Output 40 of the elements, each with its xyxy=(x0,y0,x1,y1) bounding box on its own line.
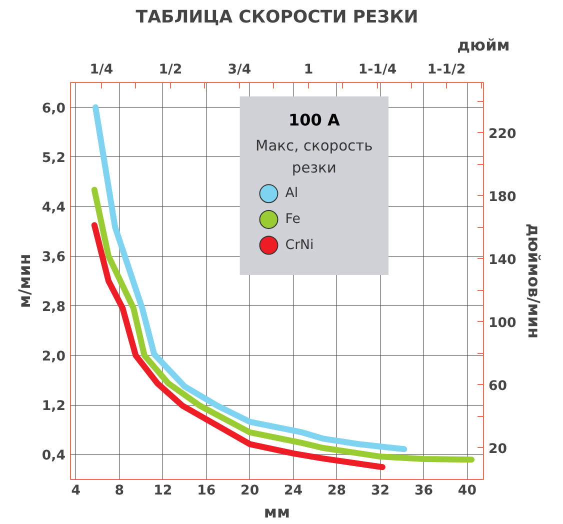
chart-title: ТАБЛИЦА СКОРОСТИ РЕЗКИ xyxy=(136,8,418,28)
x-tick-label: 8 xyxy=(114,484,124,498)
x-tick-label: 32 xyxy=(370,484,390,498)
legend-label: Al xyxy=(285,186,298,202)
y2-tick-label: 140 xyxy=(488,252,516,268)
x-tick-label: 40 xyxy=(458,484,476,498)
annotation: Макс, скорость резки xyxy=(256,138,373,176)
y-axis-title: м/мин xyxy=(14,254,34,308)
legend-title: 100 A xyxy=(288,110,340,130)
x2-axis-title: дюйм xyxy=(457,36,510,54)
x2-tick-label: 1/4 xyxy=(90,62,114,78)
x2-tick-label: 3/4 xyxy=(228,62,252,78)
y-tick-label: 1,2 xyxy=(42,399,66,414)
y2-tick-label: 60 xyxy=(488,378,508,394)
legend-label: Fe xyxy=(285,212,300,227)
x-tick-label: 20 xyxy=(240,484,260,498)
y-tick-label: 2,0 xyxy=(42,349,66,364)
x2-tick-label: 1-1/4 xyxy=(358,62,397,78)
y2-tick-label: 20 xyxy=(488,442,508,457)
x-tick-label: 4 xyxy=(71,484,81,498)
x-tick-label: 12 xyxy=(154,484,172,498)
y-tick-label: 0,4 xyxy=(42,448,66,464)
y2-tick-label: 220 xyxy=(488,126,516,142)
x2-tick-label: 1/2 xyxy=(158,62,182,78)
y2-axis-title: дюймов/мин xyxy=(524,223,544,339)
y-tick-label: 3,6 xyxy=(42,250,66,266)
x2-tick-label: 1-1/2 xyxy=(427,62,466,78)
x-tick-label: 16 xyxy=(197,484,216,498)
x-tick-label: 36 xyxy=(414,484,434,498)
x-tick-label: 28 xyxy=(328,484,346,498)
x-tick-label: 24 xyxy=(284,484,303,498)
x2-tick-label: 1 xyxy=(304,62,314,78)
y-tick-label: 2,8 xyxy=(42,300,66,315)
y2-tick-label: 100 xyxy=(488,316,516,331)
legend-label: CrNi xyxy=(285,238,314,253)
y-tick-label: 6,0 xyxy=(42,101,66,116)
y2-tick-label: 180 xyxy=(488,190,516,205)
y-tick-label: 5,2 xyxy=(42,150,66,166)
x-axis-title: мм xyxy=(264,502,290,522)
y-tick-label: 4,4 xyxy=(42,200,66,216)
